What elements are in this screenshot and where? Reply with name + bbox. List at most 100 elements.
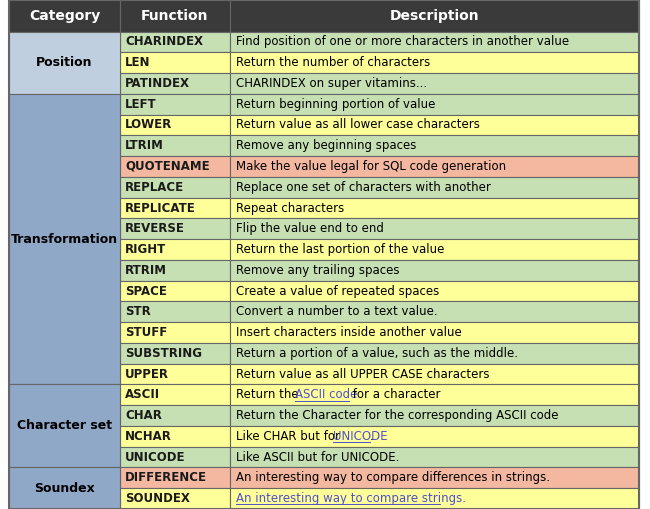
Bar: [120, 115, 230, 135]
Bar: [10, 0, 120, 32]
Bar: [230, 135, 639, 156]
Text: UNICODE: UNICODE: [125, 450, 186, 464]
Bar: [120, 322, 230, 343]
Text: Transformation: Transformation: [11, 233, 118, 246]
Text: Function: Function: [141, 9, 209, 23]
Text: REPLICATE: REPLICATE: [125, 202, 196, 214]
Text: Return a portion of a value, such as the middle.: Return a portion of a value, such as the…: [236, 347, 518, 360]
Text: LOWER: LOWER: [125, 119, 173, 131]
Bar: [230, 32, 639, 52]
Bar: [10, 32, 120, 94]
Bar: [120, 239, 230, 260]
Text: Return value as all UPPER CASE characters: Return value as all UPPER CASE character…: [236, 367, 489, 381]
Bar: [230, 405, 639, 426]
Bar: [120, 135, 230, 156]
Bar: [230, 197, 639, 218]
Bar: [230, 426, 639, 447]
Text: Replace one set of characters with another: Replace one set of characters with anoth…: [236, 181, 491, 194]
Bar: [230, 115, 639, 135]
Bar: [120, 52, 230, 73]
Bar: [120, 405, 230, 426]
Text: An interesting way to compare strings.: An interesting way to compare strings.: [236, 492, 466, 505]
Text: Return the last portion of the value: Return the last portion of the value: [236, 243, 445, 256]
Bar: [120, 218, 230, 239]
Text: Return the Character for the corresponding ASCII code: Return the Character for the correspondi…: [236, 409, 559, 422]
Bar: [120, 197, 230, 218]
Bar: [230, 177, 639, 197]
Text: PATINDEX: PATINDEX: [125, 77, 190, 90]
Text: ASCII code: ASCII code: [295, 388, 358, 401]
Text: Return beginning portion of value: Return beginning portion of value: [236, 98, 436, 111]
Text: NCHAR: NCHAR: [125, 430, 172, 443]
Text: Soundex: Soundex: [34, 482, 95, 495]
Bar: [230, 322, 639, 343]
Bar: [120, 73, 230, 94]
Text: Like ASCII but for UNICODE.: Like ASCII but for UNICODE.: [236, 450, 400, 464]
Text: REVERSE: REVERSE: [125, 222, 185, 235]
Bar: [230, 156, 639, 177]
Text: Make the value legal for SQL code generation: Make the value legal for SQL code genera…: [236, 160, 506, 173]
Text: LEN: LEN: [125, 56, 151, 69]
Bar: [230, 384, 639, 405]
Bar: [230, 218, 639, 239]
Text: DIFFERENCE: DIFFERENCE: [125, 471, 207, 485]
Text: Return the number of characters: Return the number of characters: [236, 56, 430, 69]
Bar: [230, 260, 639, 280]
Text: LEFT: LEFT: [125, 98, 157, 111]
Bar: [120, 94, 230, 115]
Bar: [230, 52, 639, 73]
Bar: [120, 0, 230, 32]
Text: SUBSTRING: SUBSTRING: [125, 347, 202, 360]
Text: SPACE: SPACE: [125, 285, 167, 298]
Bar: [120, 280, 230, 301]
Bar: [120, 384, 230, 405]
Text: Create a value of repeated spaces: Create a value of repeated spaces: [236, 285, 439, 298]
Text: Insert characters inside another value: Insert characters inside another value: [236, 326, 462, 339]
Text: CHARINDEX on super vitamins...: CHARINDEX on super vitamins...: [236, 77, 427, 90]
Bar: [120, 301, 230, 322]
Text: LTRIM: LTRIM: [125, 139, 164, 152]
Text: Description: Description: [390, 9, 480, 23]
Text: CHAR: CHAR: [125, 409, 162, 422]
Bar: [230, 0, 639, 32]
Text: .: .: [370, 430, 374, 443]
Bar: [230, 239, 639, 260]
Bar: [10, 94, 120, 384]
Text: Repeat characters: Repeat characters: [236, 202, 344, 214]
Text: Remove any beginning spaces: Remove any beginning spaces: [236, 139, 417, 152]
Text: Character set: Character set: [17, 419, 112, 433]
Bar: [230, 488, 639, 509]
Bar: [120, 364, 230, 384]
Text: Return the: Return the: [236, 388, 303, 401]
Text: RTRIM: RTRIM: [125, 264, 167, 277]
Text: UPPER: UPPER: [125, 367, 170, 381]
Bar: [120, 488, 230, 509]
Bar: [230, 73, 639, 94]
Text: Position: Position: [36, 56, 93, 69]
Bar: [120, 343, 230, 364]
Bar: [230, 467, 639, 488]
Bar: [120, 426, 230, 447]
Text: Convert a number to a text value.: Convert a number to a text value.: [236, 305, 438, 318]
Bar: [10, 467, 120, 509]
Bar: [120, 447, 230, 467]
Text: Category: Category: [29, 9, 100, 23]
Text: ASCII: ASCII: [125, 388, 161, 401]
Bar: [230, 280, 639, 301]
Bar: [230, 364, 639, 384]
Text: Return value as all lower case characters: Return value as all lower case character…: [236, 119, 480, 131]
Bar: [120, 156, 230, 177]
Text: CHARINDEX: CHARINDEX: [125, 36, 203, 48]
Bar: [230, 343, 639, 364]
Text: STR: STR: [125, 305, 151, 318]
Text: Like CHAR but for: Like CHAR but for: [236, 430, 344, 443]
Text: for a character: for a character: [348, 388, 440, 401]
Bar: [120, 32, 230, 52]
Bar: [120, 467, 230, 488]
Bar: [10, 384, 120, 467]
Text: QUOTENAME: QUOTENAME: [125, 160, 210, 173]
Text: REPLACE: REPLACE: [125, 181, 185, 194]
Text: Remove any trailing spaces: Remove any trailing spaces: [236, 264, 400, 277]
Text: Flip the value end to end: Flip the value end to end: [236, 222, 384, 235]
Text: STUFF: STUFF: [125, 326, 168, 339]
